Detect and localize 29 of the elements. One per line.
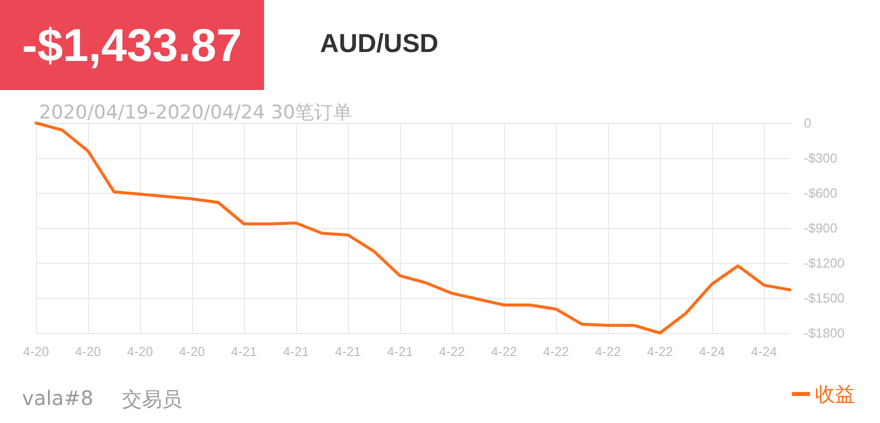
text: vala#8 xyxy=(22,386,94,410)
y-tick-label: -$1200 xyxy=(804,256,844,270)
y-tick-label: -$600 xyxy=(804,186,838,200)
y-tick-label: -$300 xyxy=(804,150,838,166)
x-tick-label: 4-21 xyxy=(282,344,310,359)
chart-title: AUD/USD xyxy=(320,28,438,59)
chart-subtitle: 2020/04/19-2020/04/24 30笔订单 xyxy=(39,102,352,124)
text: -$1,433.87 xyxy=(0,0,264,90)
x-tick-label: 4-21 xyxy=(230,344,258,359)
x-tick-label: 4-22 xyxy=(646,344,674,359)
y-tick-label: 0 xyxy=(804,116,812,130)
x-tick-label: 4-20 xyxy=(126,344,154,359)
x-tick-label: 4-24 xyxy=(698,344,726,359)
x-tick-label: 4-22 xyxy=(438,344,466,359)
y-tick-label: -$1500 xyxy=(804,290,844,306)
y-tick-label: -$1800 xyxy=(804,326,844,340)
x-tick-label: 4-20 xyxy=(22,344,50,359)
text: 交易员 xyxy=(122,386,182,413)
x-tick-label: 4-22 xyxy=(542,344,570,359)
x-tick-label: 4-22 xyxy=(490,344,518,359)
x-tick-label: 4-24 xyxy=(750,344,778,359)
x-tick-label: 4-22 xyxy=(594,344,622,359)
x-tick-label: 4-21 xyxy=(386,344,414,359)
x-tick-label: 4-21 xyxy=(334,344,362,359)
legend-label: 收益 xyxy=(815,382,855,406)
line-series xyxy=(34,122,792,334)
x-tick-label: 4-20 xyxy=(74,344,102,359)
x-tick-label: 4-20 xyxy=(178,344,206,359)
y-tick-label: -$900 xyxy=(804,220,838,236)
